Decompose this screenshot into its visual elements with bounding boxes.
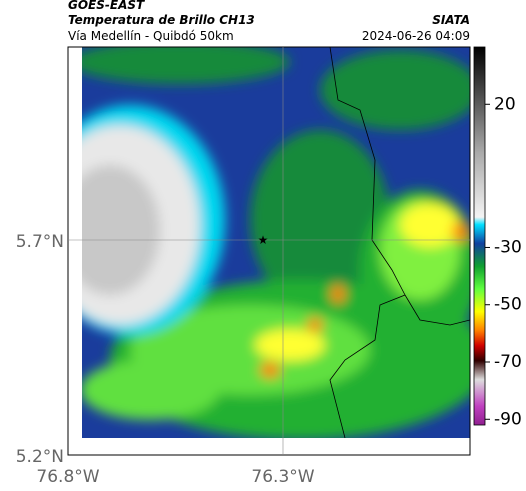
colorbar-tick-label: -70: [494, 352, 522, 372]
satellite-image: [82, 47, 470, 438]
source: SIATA: [432, 13, 470, 27]
lon-label: 76.3°W: [251, 467, 314, 487]
colorbar: [473, 46, 486, 426]
timestamp: 2024-06-26 04:09: [362, 29, 470, 43]
colorbar-tick-label: -30: [494, 237, 522, 257]
lat-label: 5.2°N: [16, 447, 64, 467]
location-marker: ★: [258, 233, 269, 247]
lon-label: 76.8°W: [36, 467, 99, 487]
map-frame: [67, 46, 471, 456]
subtitle: Vía Medellín - Quibdó 50km: [68, 29, 234, 43]
colorbar-tick-label: -50: [494, 295, 522, 315]
title: Temperatura de Brillo CH13: [68, 13, 255, 27]
colorbar-tick-label: 20: [494, 94, 516, 114]
colorbar-tick-label: -90: [494, 409, 522, 429]
product-label: GOES-EAST: [68, 0, 145, 12]
lat-label: 5.7°N: [16, 232, 64, 252]
